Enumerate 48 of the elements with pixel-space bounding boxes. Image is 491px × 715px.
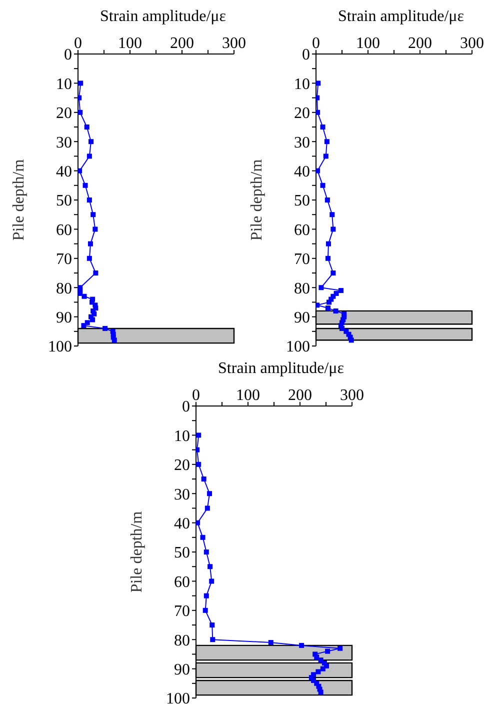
y-tick-label: 100 [48, 338, 72, 356]
y-tick-label: 90 [174, 661, 190, 678]
x-axis-title: Strain amplitude/με [337, 8, 465, 26]
x-tick-label: 300 [222, 35, 246, 52]
y-tick-label: 60 [174, 574, 190, 591]
y-tick-label: 60 [56, 222, 72, 239]
x-tick-label: 100 [356, 35, 380, 52]
y-tick-label: 30 [174, 486, 190, 504]
y-axis-title: Pile depth/m [248, 158, 266, 241]
x-tick-label: 100 [118, 35, 142, 52]
x-tick-label: 300 [460, 35, 484, 52]
y-tick-label: 90 [56, 309, 72, 326]
y-tick-label: 50 [56, 192, 72, 210]
y-tick-label: 20 [294, 105, 310, 122]
y-tick-label: 40 [174, 515, 190, 532]
y-tick-label: 10 [56, 76, 72, 93]
y-tick-label: 10 [294, 76, 310, 93]
y-tick-label: 50 [294, 192, 310, 210]
y-tick-label: 70 [174, 603, 190, 620]
x-tick-label: 200 [408, 35, 432, 52]
y-tick-label: 100 [286, 338, 310, 356]
y-tick-label: 100 [166, 690, 190, 708]
y-tick-label: 50 [174, 544, 190, 562]
y-tick-label: 80 [174, 632, 190, 650]
y-tick-label: 30 [56, 134, 72, 152]
y-tick-label: 10 [174, 428, 190, 445]
y-tick-label: 40 [294, 163, 310, 180]
y-tick-label: 80 [294, 280, 310, 298]
y-tick-label: 20 [174, 457, 190, 474]
y-tick-label: 0 [302, 46, 310, 64]
x-tick-label: 200 [170, 35, 194, 52]
y-tick-label: 90 [294, 309, 310, 326]
x-tick-label: 300 [340, 387, 364, 404]
y-tick-label: 0 [182, 398, 190, 416]
y-tick-label: 60 [294, 222, 310, 239]
x-axis-title: Strain amplitude/με [99, 8, 227, 26]
y-tick-label: 70 [56, 251, 72, 268]
y-tick-label: 70 [294, 251, 310, 268]
x-tick-label: 100 [236, 387, 260, 404]
y-tick-label: 0 [64, 46, 72, 64]
y-tick-label: 20 [56, 105, 72, 122]
x-tick-label: 200 [288, 387, 312, 404]
x-axis-title: Strain amplitude/με [217, 360, 345, 378]
y-axis-title: Pile depth/m [128, 510, 146, 593]
y-tick-label: 40 [56, 163, 72, 180]
y-tick-label: 80 [56, 280, 72, 298]
y-axis-title: Pile depth/m [10, 158, 28, 241]
y-tick-label: 30 [294, 134, 310, 152]
